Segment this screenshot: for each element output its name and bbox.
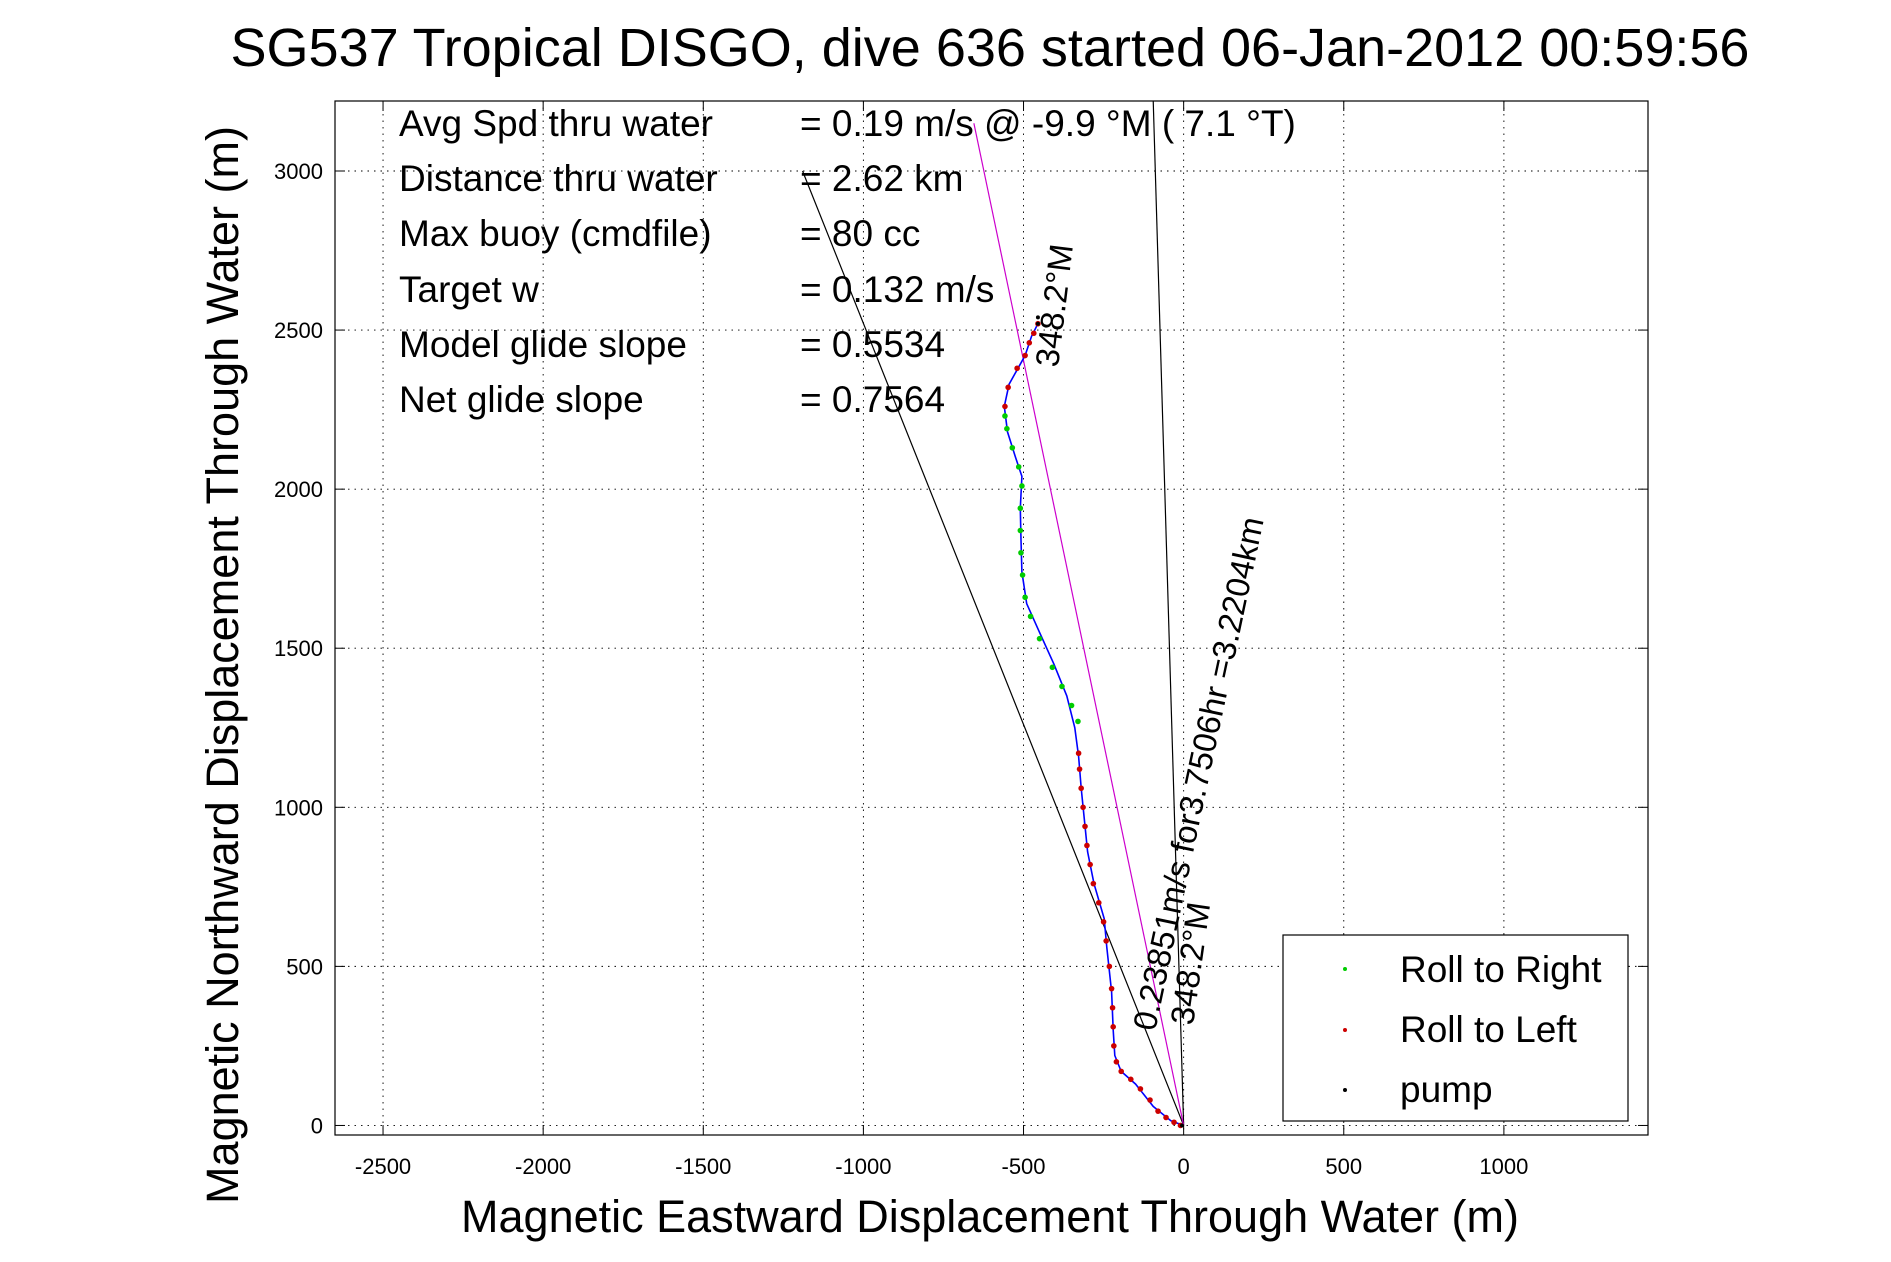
stat-label-4: Target w: [399, 269, 539, 310]
point-roll-to-left: [1082, 823, 1088, 830]
point-roll-to-left: [1080, 804, 1086, 811]
point-roll-to-left: [1095, 899, 1102, 906]
point-roll-to-right: [1009, 444, 1016, 451]
stat-value-4: = 0.132 m/s: [800, 269, 994, 310]
chart-title: SG537 Tropical DISGO, dive 636 started 0…: [231, 18, 1750, 78]
x-tick-label: -500: [1002, 1154, 1046, 1179]
point-roll-to-left: [1014, 365, 1020, 372]
point-roll-to-left: [1113, 1059, 1120, 1065]
point-roll-to-left: [1030, 330, 1037, 337]
legend: Roll to Right Roll to Left pump: [1282, 934, 1629, 1122]
point-roll-to-left: [1087, 861, 1093, 868]
point-roll-to-left: [1118, 1068, 1124, 1075]
point-roll-to-left: [1108, 985, 1115, 992]
stat-value-5: = 0.5534: [800, 324, 945, 365]
legend-marker-pump: [1343, 1088, 1347, 1092]
point-roll-to-right: [1027, 613, 1034, 620]
point-roll-to-left: [1171, 1119, 1177, 1126]
point-roll-to-right: [1018, 549, 1024, 556]
point-roll-to-left: [1106, 963, 1113, 970]
reference-line-heading: [973, 123, 1185, 1126]
point-roll-to-right: [1068, 702, 1075, 709]
point-roll-to-left: [1128, 1076, 1134, 1083]
point-roll-to-left: [1103, 938, 1109, 944]
point-roll-to-left: [1022, 352, 1028, 359]
point-roll-to-left: [1110, 1024, 1116, 1030]
legend-label-roll-left: Roll to Left: [1400, 1009, 1578, 1050]
point-roll-to-left: [1163, 1114, 1169, 1121]
y-tick-label: 0: [311, 1113, 323, 1138]
stat-value-6: = 0.7564: [800, 379, 945, 420]
point-roll-to-left: [1137, 1086, 1144, 1092]
x-tick-label: 500: [1325, 1154, 1362, 1179]
y-tick-label: 1500: [274, 636, 323, 661]
y-tick-label: 1000: [274, 795, 323, 820]
point-roll-to-left: [1155, 1108, 1161, 1114]
plot-area: -2500 -2000 -1500 -1000 -500 0 500 1000 0 500 1000…: [274, 100, 1649, 1179]
point-roll-to-left: [1084, 842, 1090, 849]
reference-line-cone-right: [1152, 101, 1185, 1126]
stat-value-2: = 2.62 km: [800, 158, 964, 199]
legend-label-roll-right: Roll to Right: [1400, 949, 1602, 990]
point-roll-to-right: [1017, 505, 1024, 512]
legend-marker-roll-left: [1343, 1028, 1347, 1032]
stat-value-3: = 80 cc: [800, 213, 920, 254]
point-roll-to-right: [1004, 425, 1010, 432]
point-roll-to-right: [1019, 483, 1025, 489]
point-roll-to-left: [1109, 1004, 1116, 1011]
reference-line-cone-left: [801, 170, 1185, 1126]
point-roll-to-right: [1017, 527, 1024, 534]
stat-label-2: Distance thru water: [399, 158, 718, 199]
point-pump: [1035, 315, 1040, 320]
stat-label-3: Max buoy (cmdfile): [399, 213, 712, 254]
x-tick-label: 1000: [1479, 1154, 1528, 1179]
stats-block: Avg Spd thru water = 0.19 m/s @ -9.9 °M …: [399, 103, 1296, 420]
point-roll-to-left: [1090, 880, 1097, 887]
point-roll-to-left: [1026, 339, 1033, 346]
point-roll-to-left: [1002, 403, 1008, 410]
legend-box: [1282, 934, 1629, 1122]
point-roll-to-right: [1075, 718, 1081, 725]
y-axis-label: Magnetic Northward Displacement Through …: [197, 126, 248, 1204]
y-tick-label: 2000: [274, 477, 323, 502]
plot-content: [801, 101, 1185, 1129]
point-roll-to-left: [1078, 785, 1084, 792]
x-tick-label: -1500: [675, 1154, 731, 1179]
y-tick-label: 2500: [274, 318, 323, 343]
point-roll-to-left: [1005, 384, 1011, 391]
point-roll-to-right: [1049, 664, 1056, 671]
stat-value-1: = 0.19 m/s @ -9.9 °M ( 7.1 °T): [800, 103, 1296, 144]
point-roll-to-left: [1076, 766, 1083, 772]
point-roll-to-right: [1036, 635, 1043, 642]
point-roll-to-left: [1111, 1043, 1117, 1049]
x-axis-label: Magnetic Eastward Displacement Through W…: [461, 1191, 1519, 1242]
point-roll-to-right: [1015, 464, 1022, 470]
stat-label-6: Net glide slope: [399, 379, 644, 420]
legend-marker-roll-right: [1343, 967, 1347, 971]
legend-label-pump: pump: [1400, 1069, 1493, 1110]
point-roll-to-right: [1019, 572, 1026, 578]
series-track-line: [1003, 323, 1184, 1127]
point-roll-to-right: [1059, 683, 1065, 690]
y-tick-label: 500: [286, 954, 323, 979]
point-roll-to-right: [1022, 594, 1028, 601]
point-roll-to-left: [1100, 919, 1107, 925]
point-pump: [1180, 1123, 1185, 1128]
x-tick-label: 0: [1178, 1154, 1190, 1179]
point-roll-to-right: [1002, 413, 1008, 419]
point-roll-to-left: [1147, 1097, 1153, 1103]
y-tick-label: 3000: [274, 159, 323, 184]
stat-label-1: Avg Spd thru water: [399, 103, 713, 144]
point-roll-to-left: [1075, 750, 1082, 757]
x-tick-label: -1000: [835, 1154, 891, 1179]
stat-label-5: Model glide slope: [399, 324, 687, 365]
x-tick-label: -2500: [355, 1154, 411, 1179]
point-pump: [1035, 321, 1040, 326]
x-tick-label: -2000: [515, 1154, 571, 1179]
